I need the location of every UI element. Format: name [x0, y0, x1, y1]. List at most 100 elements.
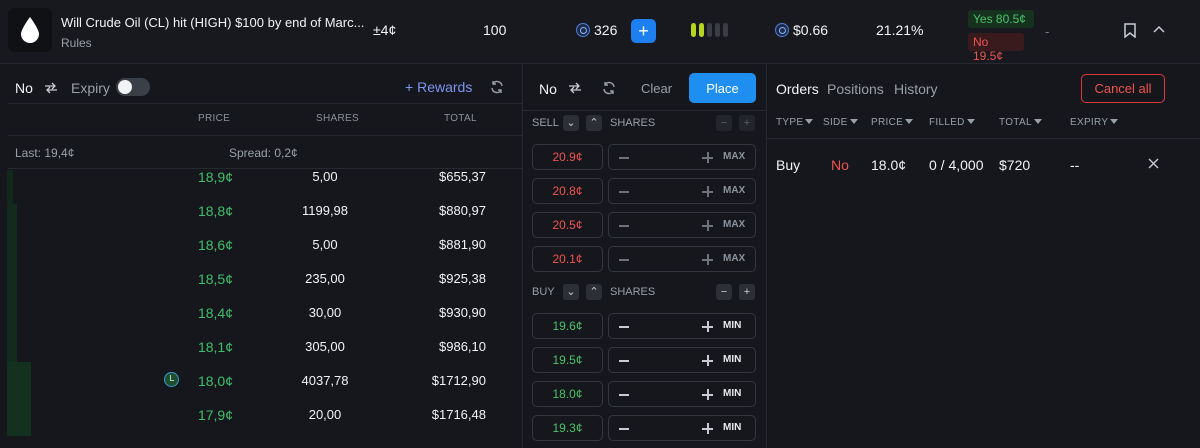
sell-chevron-up-icon[interactable]: ⌃	[586, 115, 602, 131]
minus-icon[interactable]	[619, 191, 629, 193]
buy-price-field[interactable]: 19.6¢	[532, 313, 603, 339]
minus-icon[interactable]	[619, 157, 629, 159]
tab-positions[interactable]: Positions	[827, 81, 884, 97]
market-title[interactable]: Will Crude Oil (CL) hit (HIGH) $100 by e…	[61, 15, 365, 30]
rules-link[interactable]: Rules	[61, 36, 92, 50]
minus-icon[interactable]	[619, 225, 629, 227]
buy-chevron-down-icon[interactable]: ⌄	[563, 284, 579, 300]
panel-divider	[522, 64, 523, 448]
orders-col-side[interactable]: SIDE	[823, 117, 858, 128]
close-icon[interactable]	[1148, 158, 1159, 169]
buy-shares-field[interactable]: MIN	[608, 415, 756, 441]
buy-minus-button[interactable]: −	[716, 284, 732, 300]
sell-minus-button[interactable]: −	[716, 115, 732, 131]
col-header-total: TOTAL	[444, 113, 477, 124]
place-button[interactable]: Place	[689, 73, 756, 103]
max-button[interactable]: MAX	[723, 151, 746, 162]
volume-value: 100	[483, 22, 507, 38]
orderbook-price: 17,9¢	[197, 407, 233, 423]
refresh-icon[interactable]	[490, 80, 504, 94]
orderbook-row[interactable]: 18,9¢ 5,00 $655,37	[0, 160, 522, 194]
market-header: Will Crude Oil (CL) hit (HIGH) $100 by e…	[0, 0, 1200, 64]
orderbook-row[interactable]: 18,6¢ 5,00 $881,90	[0, 228, 522, 262]
tab-orders[interactable]: Orders	[776, 81, 819, 97]
orderbook-side-label[interactable]: No	[15, 80, 33, 96]
max-button[interactable]: MAX	[723, 219, 746, 230]
orderbook-row[interactable]: 18,4¢ 30,00 $930,90	[0, 296, 522, 330]
order-filled: 0 / 4,000	[929, 157, 984, 173]
sell-chevron-down-icon[interactable]: ⌄	[563, 115, 579, 131]
buy-price-field[interactable]: 19.3¢	[532, 415, 603, 441]
minus-icon[interactable]	[619, 326, 629, 328]
buy-price-field[interactable]: 19.5¢	[532, 347, 603, 373]
refresh-icon[interactable]	[602, 81, 616, 95]
signal-bars-icon	[691, 23, 728, 37]
min-button[interactable]: MIN	[723, 320, 742, 331]
min-button[interactable]: MIN	[723, 354, 742, 365]
swap-icon[interactable]	[44, 82, 58, 94]
orderbook-total: $880,97	[439, 203, 486, 218]
swap-icon[interactable]	[568, 82, 582, 94]
buy-shares-field[interactable]: MIN	[608, 313, 756, 339]
orderbook-row[interactable]: 18,1¢ 305,00 $986,10	[0, 330, 522, 364]
chevron-up-icon[interactable]	[1153, 25, 1165, 33]
sell-shares-field[interactable]: MAX	[608, 212, 756, 238]
sort-caret-icon	[849, 119, 858, 124]
orderbook-row[interactable]: 18,8¢ 1199,98 $880,97	[0, 194, 522, 228]
balance-display: 326	[576, 22, 617, 38]
min-button[interactable]: MIN	[723, 422, 742, 433]
depth-bar	[7, 170, 13, 204]
orderbook-shares: 4037,78	[301, 373, 349, 388]
sell-shares-field[interactable]: MAX	[608, 144, 756, 170]
bookmark-icon[interactable]	[1124, 23, 1136, 38]
minus-icon[interactable]	[619, 360, 629, 362]
depth-bar	[7, 362, 31, 396]
sell-price-field[interactable]: 20.8¢	[532, 178, 603, 204]
orderbook-row[interactable]: 18,0¢ 4037,78 $1712,90	[0, 364, 522, 398]
sell-price-field[interactable]: 20.1¢	[532, 246, 603, 272]
orders-col-type[interactable]: TYPE	[776, 117, 814, 128]
minus-icon[interactable]	[619, 259, 629, 261]
minus-icon[interactable]	[619, 394, 629, 396]
rewards-button[interactable]: + Rewards	[405, 79, 473, 95]
col-header-shares: SHARES	[316, 113, 359, 124]
ticket-side-label[interactable]: No	[539, 81, 557, 97]
sell-price-field[interactable]: 20.9¢	[532, 144, 603, 170]
depth-bar	[7, 204, 17, 362]
cancel-all-button[interactable]: Cancel all	[1081, 74, 1165, 103]
yes-price-badge[interactable]: Yes 80.5¢	[968, 10, 1034, 28]
buy-shares-label: SHARES	[610, 286, 656, 298]
min-button[interactable]: MIN	[723, 388, 742, 399]
buy-shares-field[interactable]: MIN	[608, 381, 756, 407]
sell-shares-field[interactable]: MAX	[608, 178, 756, 204]
orderbook-shares: 30,00	[308, 305, 342, 320]
orderbook-row[interactable]: 17,9¢ 20,00 $1716,48	[0, 398, 522, 432]
orderbook-row[interactable]: 18,5¢ 235,00 $925,38	[0, 262, 522, 296]
col-header-price: PRICE	[198, 113, 231, 124]
clear-button[interactable]: Clear	[641, 81, 673, 96]
max-button[interactable]: MAX	[723, 185, 746, 196]
order-expiry: --	[1070, 157, 1080, 173]
panel-divider	[766, 64, 767, 448]
sell-plus-button[interactable]: +	[739, 115, 755, 131]
orderbook-shares: 5,00	[312, 169, 338, 184]
order-total: $720	[999, 157, 1031, 173]
expiry-toggle[interactable]	[116, 78, 150, 96]
buy-shares-field[interactable]: MIN	[608, 347, 756, 373]
max-button[interactable]: MAX	[723, 253, 746, 264]
buy-price-field[interactable]: 18.0¢	[532, 381, 603, 407]
buy-chevron-up-icon[interactable]: ⌃	[586, 284, 602, 300]
no-price-badge[interactable]: No 19.5¢	[968, 33, 1024, 63]
tab-history[interactable]: History	[894, 81, 938, 97]
orders-col-total[interactable]: TOTAL	[999, 117, 1042, 128]
sell-shares-field[interactable]: MAX	[608, 246, 756, 272]
minus-icon[interactable]	[619, 428, 629, 430]
sort-caret-icon	[1033, 119, 1042, 124]
orders-col-price[interactable]: PRICE	[871, 117, 914, 128]
orderbook-shares: 5,00	[312, 237, 338, 252]
orders-col-expiry[interactable]: EXPIRY	[1070, 117, 1119, 128]
orders-col-filled[interactable]: FILLED	[929, 117, 975, 128]
sell-price-field[interactable]: 20.5¢	[532, 212, 603, 238]
buy-plus-button[interactable]: +	[739, 284, 755, 300]
deposit-plus-button[interactable]: +	[631, 19, 656, 43]
